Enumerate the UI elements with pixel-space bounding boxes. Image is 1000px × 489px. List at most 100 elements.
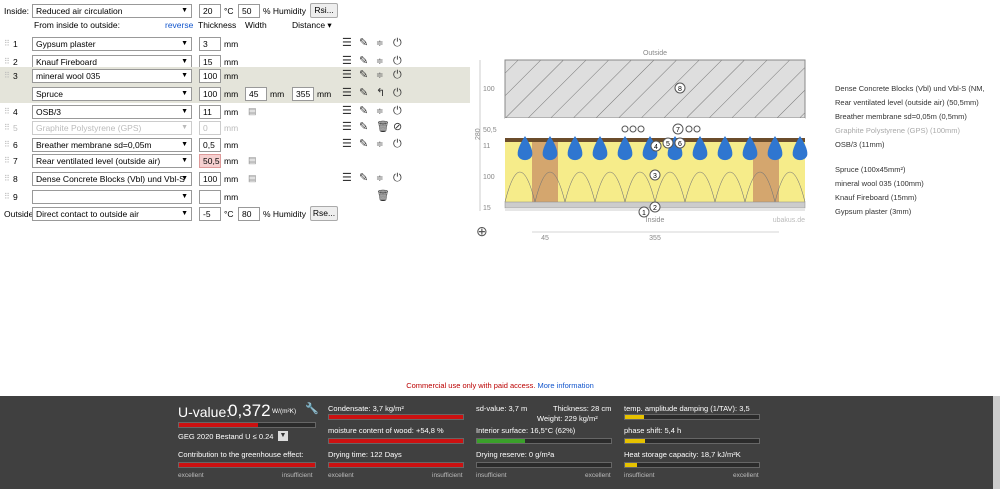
scale-right: insufficient bbox=[432, 472, 463, 479]
drying-time-label: Drying time: 122 Days bbox=[328, 450, 402, 459]
add-sublayer-icon[interactable]: ▤ bbox=[248, 106, 257, 116]
inside-condition-select[interactable]: Reduced air circulation ▼ bbox=[32, 4, 192, 18]
geg-dropdown-icon[interactable]: ▼ bbox=[278, 431, 288, 441]
edit-icon[interactable]: ✎ bbox=[359, 37, 369, 49]
layer-width-input[interactable]: 45 bbox=[245, 87, 267, 101]
edit-icon[interactable]: ✎ bbox=[359, 69, 369, 81]
power-icon[interactable]: ⏻ bbox=[393, 69, 402, 81]
outside-condition-select[interactable]: Direct contact to outside air ▼ bbox=[32, 207, 192, 221]
layer-material-select[interactable]: Dense Concrete Blocks (Vbl) und Vbl-S ▼ bbox=[32, 172, 192, 186]
edit-icon[interactable]: ✎ bbox=[359, 105, 369, 117]
thickness-unit: mm bbox=[224, 89, 239, 99]
greenhouse-bar bbox=[178, 462, 316, 468]
menu-icon[interactable]: ☰ bbox=[342, 121, 352, 133]
add-layer-icon[interactable]: ≑ bbox=[376, 106, 384, 116]
add-layer-icon[interactable]: ≑ bbox=[376, 56, 384, 66]
layer-thickness-input[interactable]: 0 bbox=[199, 121, 221, 135]
layer-thickness-input[interactable]: 100 bbox=[199, 69, 221, 83]
add-sublayer-icon[interactable]: ▤ bbox=[248, 155, 257, 165]
layer-material-select[interactable]: Breather membrane sd=0,05m ▼ bbox=[32, 138, 192, 152]
layer-material-select[interactable]: Gypsum plaster ▼ bbox=[32, 37, 192, 51]
drag-handle-icon[interactable]: ⠿ bbox=[4, 140, 10, 149]
inside-temp-input[interactable]: 20 bbox=[199, 4, 221, 18]
svg-text:280: 280 bbox=[475, 128, 482, 140]
edit-icon[interactable]: ✎ bbox=[359, 138, 369, 150]
menu-icon[interactable]: ☰ bbox=[342, 55, 352, 67]
add-layer-icon[interactable]: ≑ bbox=[376, 173, 384, 183]
power-icon[interactable]: ⏻ bbox=[393, 87, 402, 99]
layer-number: 4 bbox=[13, 107, 18, 117]
layer-row-empty: ⠿ 9 ▼ mm 🗑 bbox=[0, 188, 470, 206]
layer-thickness-input[interactable]: 100 bbox=[199, 87, 221, 101]
menu-icon[interactable]: ☰ bbox=[342, 87, 352, 99]
distance-header[interactable]: Distance ▾ bbox=[292, 20, 332, 30]
heat-storage-bar bbox=[624, 462, 760, 468]
power-icon[interactable]: ⏻ bbox=[393, 55, 402, 67]
drag-handle-icon[interactable]: ⠿ bbox=[4, 71, 10, 80]
edit-icon[interactable]: ✎ bbox=[359, 87, 369, 99]
power-icon[interactable]: ⏻ bbox=[393, 172, 402, 184]
outside-humidity-input[interactable]: 80 bbox=[238, 207, 260, 221]
menu-icon[interactable]: ☰ bbox=[342, 172, 352, 184]
menu-icon[interactable]: ☰ bbox=[342, 138, 352, 150]
layer-material-select[interactable]: mineral wool 035 ▼ bbox=[32, 69, 192, 83]
zoom-in-icon[interactable]: ⊕ bbox=[476, 223, 488, 239]
wrench-icon[interactable]: 🔧 bbox=[305, 403, 319, 415]
layer-material-select[interactable]: ▼ bbox=[32, 190, 192, 204]
disabled-icon[interactable]: ⊘ bbox=[393, 121, 403, 133]
layer-distance-input[interactable]: 355 bbox=[292, 87, 314, 101]
layer-thickness-input[interactable]: 11 bbox=[199, 105, 221, 119]
concrete-layer bbox=[504, 59, 806, 119]
add-layer-icon[interactable]: ≑ bbox=[376, 70, 384, 80]
edit-icon[interactable]: ✎ bbox=[359, 172, 369, 184]
delete-icon[interactable]: 🗑 bbox=[376, 121, 390, 133]
drag-handle-icon[interactable]: ⠿ bbox=[4, 123, 10, 132]
rse-button[interactable]: Rse... bbox=[310, 206, 338, 221]
drag-handle-icon[interactable]: ⠿ bbox=[4, 192, 10, 201]
greenhouse-label: Contribution to the greenhouse effect: bbox=[178, 450, 304, 459]
add-sublayer-icon[interactable]: ▤ bbox=[248, 173, 257, 183]
layer-thickness-input[interactable]: 3 bbox=[199, 37, 221, 51]
add-layer-icon[interactable]: ≑ bbox=[376, 38, 384, 48]
undo-icon[interactable]: ↰ bbox=[376, 87, 386, 99]
layer-thickness-input[interactable]: 100 bbox=[199, 172, 221, 186]
outside-temp-input[interactable]: -5 bbox=[199, 207, 221, 221]
power-icon[interactable]: ⏻ bbox=[393, 138, 402, 150]
menu-icon[interactable]: ☰ bbox=[342, 37, 352, 49]
distance-unit: mm bbox=[317, 89, 332, 99]
layer-material-select[interactable]: Graphite Polystyrene (GPS) ▼ bbox=[32, 121, 192, 135]
menu-icon[interactable]: ☰ bbox=[342, 69, 352, 81]
svg-text:8: 8 bbox=[678, 86, 682, 93]
dimension-labels: 100 50,5 11 100 15 280 45 355 Inside uba… bbox=[475, 60, 805, 242]
edit-icon[interactable]: ✎ bbox=[359, 55, 369, 67]
reverse-link[interactable]: reverse bbox=[165, 20, 194, 30]
thickness-header: Thickness bbox=[198, 20, 237, 30]
layer-thickness-input[interactable]: 0,5 bbox=[199, 138, 221, 152]
layer-material-select[interactable]: OSB/3 ▼ bbox=[32, 105, 192, 119]
layer-thickness-input[interactable]: 50,5 bbox=[199, 154, 221, 168]
layer-material-select[interactable]: Rear ventilated level (outside air) ▼ bbox=[32, 154, 192, 168]
inside-humidity-input[interactable]: 50 bbox=[238, 4, 260, 18]
drag-handle-icon[interactable]: ⠿ bbox=[4, 39, 10, 48]
drag-handle-icon[interactable]: ⠿ bbox=[4, 174, 10, 183]
layer-row: ⠿ 4 OSB/3 ▼ 11 mm ▤ ☰ ✎ ≑ ⏻ bbox=[0, 103, 470, 121]
legend-item: OSB/3 (11mm) bbox=[835, 140, 885, 149]
drag-handle-icon[interactable]: ⠿ bbox=[4, 156, 10, 165]
drying-time-bar bbox=[328, 462, 464, 468]
power-icon[interactable]: ⏻ bbox=[393, 105, 402, 117]
add-layer-icon[interactable]: ≑ bbox=[376, 139, 384, 149]
thickness-unit: mm bbox=[224, 192, 239, 202]
layer-thickness-input[interactable] bbox=[199, 190, 221, 204]
menu-icon[interactable]: ☰ bbox=[342, 105, 352, 117]
rsi-button[interactable]: Rsi... bbox=[310, 3, 338, 18]
legend-item: Rear ventilated level (outside air) (50,… bbox=[835, 98, 979, 107]
drag-handle-icon[interactable]: ⠿ bbox=[4, 107, 10, 116]
more-information-link[interactable]: More information bbox=[537, 381, 594, 390]
power-icon[interactable]: ⏻ bbox=[393, 37, 402, 49]
delete-icon[interactable]: 🗑 bbox=[376, 190, 390, 202]
thickness-unit: mm bbox=[224, 174, 239, 184]
drag-handle-icon[interactable]: ⠿ bbox=[4, 57, 10, 66]
edit-icon[interactable]: ✎ bbox=[359, 121, 369, 133]
layer-material-select[interactable]: Spruce ▼ bbox=[32, 87, 192, 101]
scrollbar[interactable] bbox=[993, 396, 1000, 489]
